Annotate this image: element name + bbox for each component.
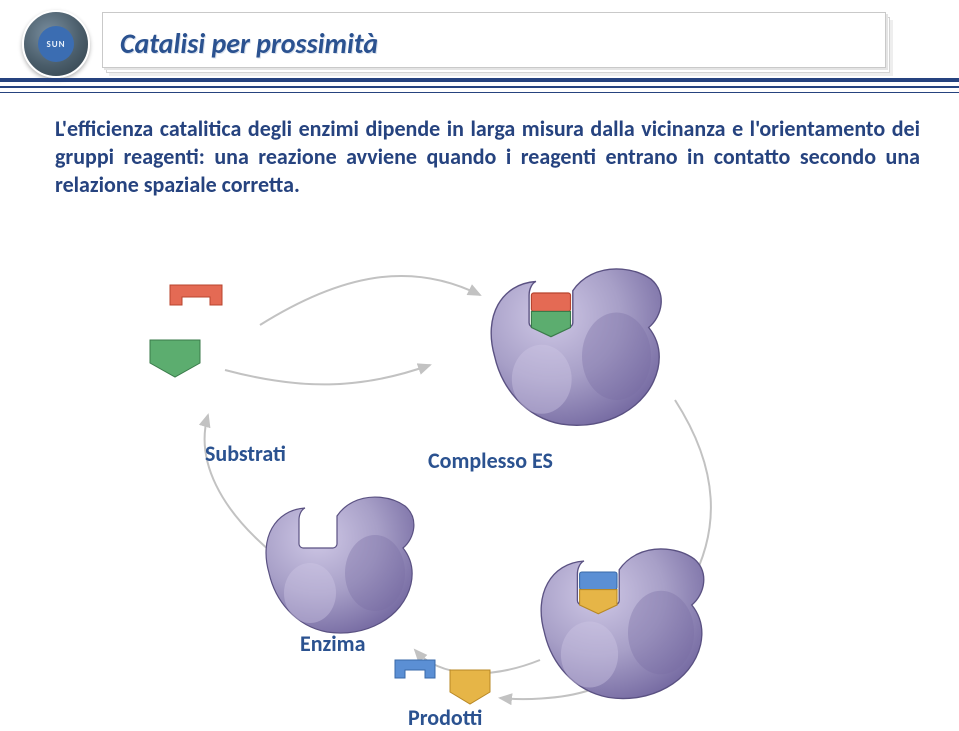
free-enzyme-shape xyxy=(266,497,414,633)
label-substrates: Substrati xyxy=(205,440,286,467)
enzyme-cycle-diagram xyxy=(0,0,959,725)
label-enzyme: Enzima xyxy=(300,630,365,657)
label-complex: Complesso ES xyxy=(428,447,553,474)
slide-title: Catalisi per prossimità xyxy=(120,26,378,61)
es-complex-enzyme xyxy=(491,269,661,425)
product-shapes xyxy=(395,660,490,704)
substrate-shapes xyxy=(150,285,222,377)
ep-complex-enzyme xyxy=(541,549,704,699)
label-products: Prodotti xyxy=(408,704,482,731)
